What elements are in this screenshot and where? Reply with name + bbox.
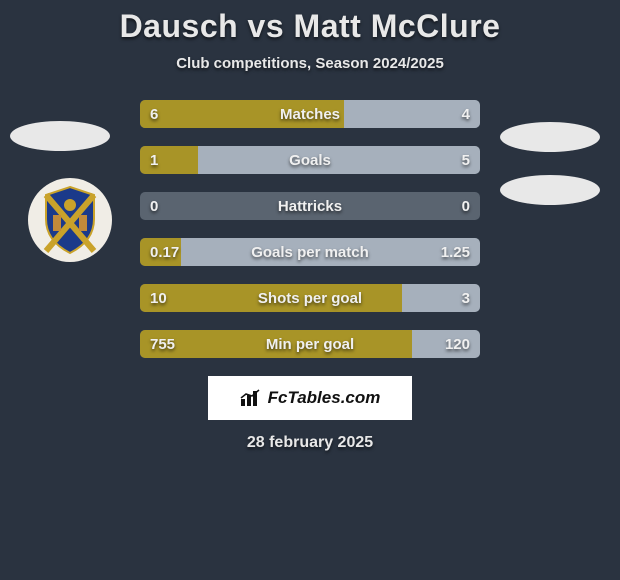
page-title: Dausch vs Matt McClure (0, 8, 620, 45)
chart-icon (240, 389, 262, 407)
stat-label: Hattricks (140, 192, 480, 220)
player-right-badge-1 (500, 122, 600, 152)
comparison-card: Dausch vs Matt McClure Club competitions… (0, 0, 620, 452)
stat-row: 15Goals (140, 146, 480, 174)
stat-row: 755120Min per goal (140, 330, 480, 358)
stat-bars: 64Matches 15Goals 00Hattricks 0.171.25Goals… (140, 100, 480, 358)
stat-label: Shots per goal (140, 284, 480, 312)
footer-brand-text: FcTables.com (268, 388, 381, 408)
shield-icon (40, 185, 100, 255)
player-left-crest (28, 178, 112, 262)
stat-label: Goals per match (140, 238, 480, 266)
date-label: 28 february 2025 (0, 434, 620, 452)
subtitle: Club competitions, Season 2024/2025 (0, 55, 620, 72)
player-right-badge-2 (500, 175, 600, 205)
player-left-badge (10, 121, 110, 151)
stat-row: 64Matches (140, 100, 480, 128)
stat-row: 103Shots per goal (140, 284, 480, 312)
stat-label: Matches (140, 100, 480, 128)
stat-row: 00Hattricks (140, 192, 480, 220)
stat-row: 0.171.25Goals per match (140, 238, 480, 266)
footer-brand: FcTables.com (208, 376, 412, 420)
stat-label: Min per goal (140, 330, 480, 358)
stat-label: Goals (140, 146, 480, 174)
